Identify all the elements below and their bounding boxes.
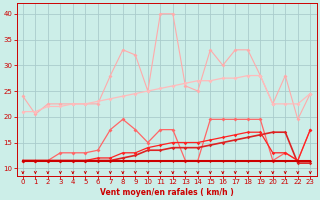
X-axis label: Vent moyen/en rafales ( km/h ): Vent moyen/en rafales ( km/h ) — [100, 188, 234, 197]
